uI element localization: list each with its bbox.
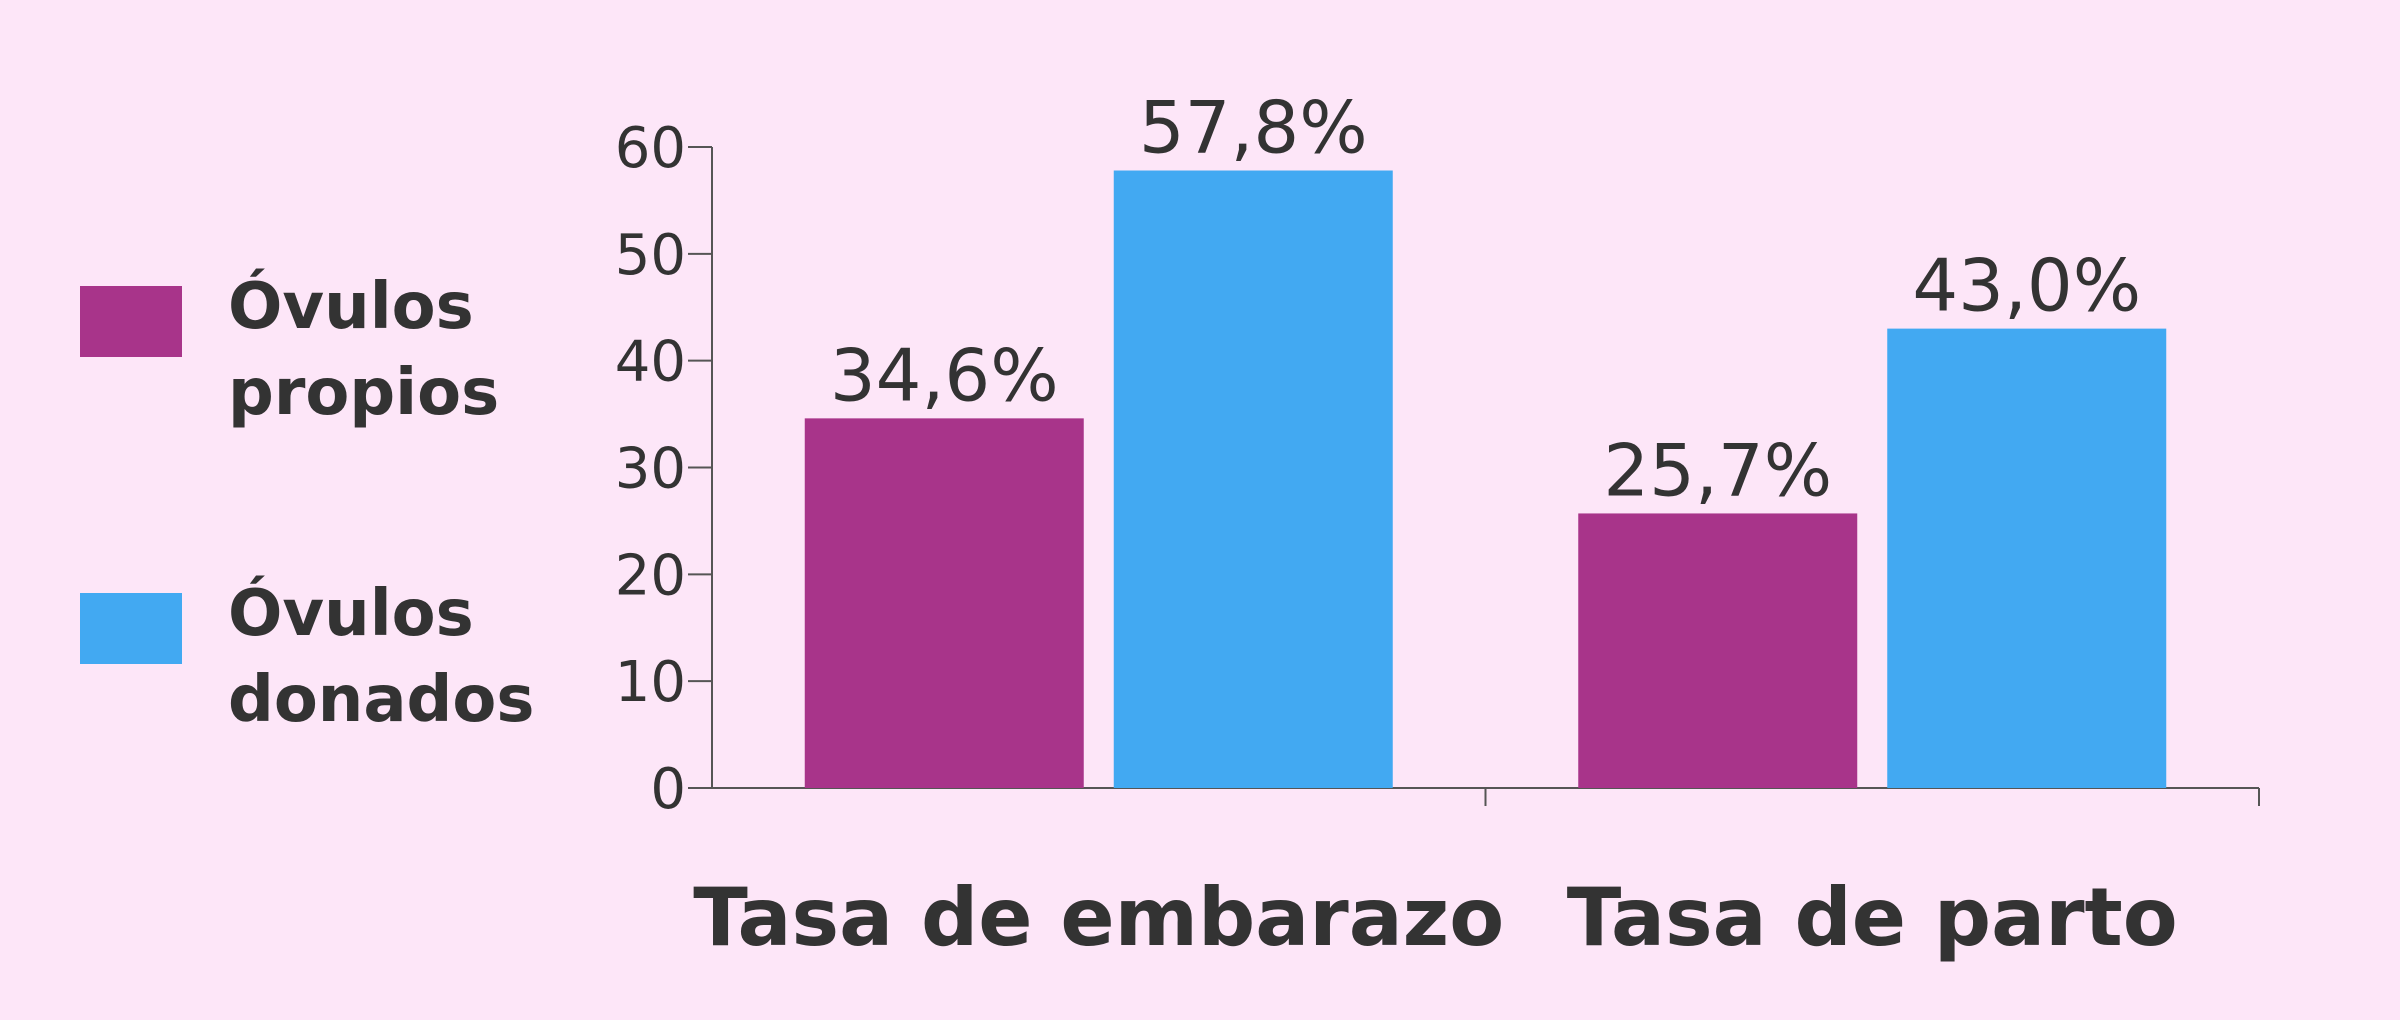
y-tick-label: 40 — [615, 330, 686, 395]
bar — [804, 418, 1084, 788]
legend-item: Óvulos donados — [80, 577, 534, 743]
bar — [1887, 328, 2167, 788]
value-label: 34,6% — [830, 333, 1059, 417]
y-tick-label: 30 — [615, 437, 686, 502]
y-tick-label: 60 — [615, 116, 686, 181]
x-tick-label: Tasa de parto — [1567, 871, 2178, 964]
legend-swatch — [80, 593, 182, 664]
y-tick-label: 20 — [615, 543, 686, 608]
y-tick-label: 0 — [650, 757, 686, 822]
x-tick-label: Tasa de embarazo — [693, 871, 1504, 964]
legend-swatch — [80, 286, 182, 357]
y-tick-label: 50 — [615, 223, 686, 288]
value-label: 43,0% — [1912, 244, 2141, 328]
value-label: 25,7% — [1603, 428, 1832, 512]
bar — [1578, 513, 1858, 788]
value-label: 57,8% — [1139, 86, 1368, 170]
y-tick-label: 10 — [615, 650, 686, 715]
legend-label: Óvulos donados — [228, 577, 535, 737]
bar — [1113, 170, 1393, 789]
legend-item: Óvulos propios — [80, 270, 508, 436]
legend-label: Óvulos propios — [228, 270, 500, 430]
